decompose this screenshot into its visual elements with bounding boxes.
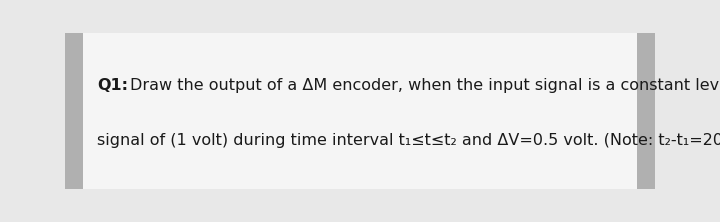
Text: Q1:: Q1:	[97, 78, 128, 93]
Bar	[65, 33, 83, 189]
Text: signal of (1 volt) during time interval t₁≤t≤t₂ and ΔV=0.5 volt. (Note: t₂-t₁=20: signal of (1 volt) during time interval …	[97, 133, 720, 149]
Bar	[65, 33, 655, 189]
Bar	[637, 33, 655, 189]
Text: Draw the output of a ΔM encoder, when the input signal is a constant level: Draw the output of a ΔM encoder, when th…	[130, 78, 720, 93]
